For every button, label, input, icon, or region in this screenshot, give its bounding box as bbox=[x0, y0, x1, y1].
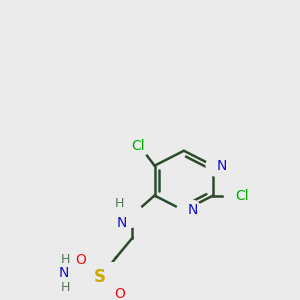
Circle shape bbox=[127, 136, 150, 157]
Circle shape bbox=[116, 202, 144, 227]
Text: O: O bbox=[114, 287, 124, 300]
Circle shape bbox=[177, 200, 202, 221]
Circle shape bbox=[87, 265, 113, 289]
Text: H: H bbox=[115, 197, 124, 210]
Text: Cl: Cl bbox=[235, 188, 249, 203]
Text: N: N bbox=[217, 159, 227, 173]
Text: O: O bbox=[76, 253, 86, 267]
Text: S: S bbox=[94, 268, 106, 286]
Text: H: H bbox=[61, 254, 70, 266]
Text: H: H bbox=[61, 281, 70, 294]
Circle shape bbox=[108, 284, 130, 300]
Circle shape bbox=[54, 260, 84, 286]
Circle shape bbox=[206, 155, 231, 177]
Circle shape bbox=[70, 250, 92, 270]
Text: N: N bbox=[58, 266, 69, 280]
Circle shape bbox=[224, 184, 249, 206]
Text: N: N bbox=[117, 216, 127, 230]
Text: N: N bbox=[188, 203, 198, 218]
Text: Cl: Cl bbox=[131, 139, 145, 153]
